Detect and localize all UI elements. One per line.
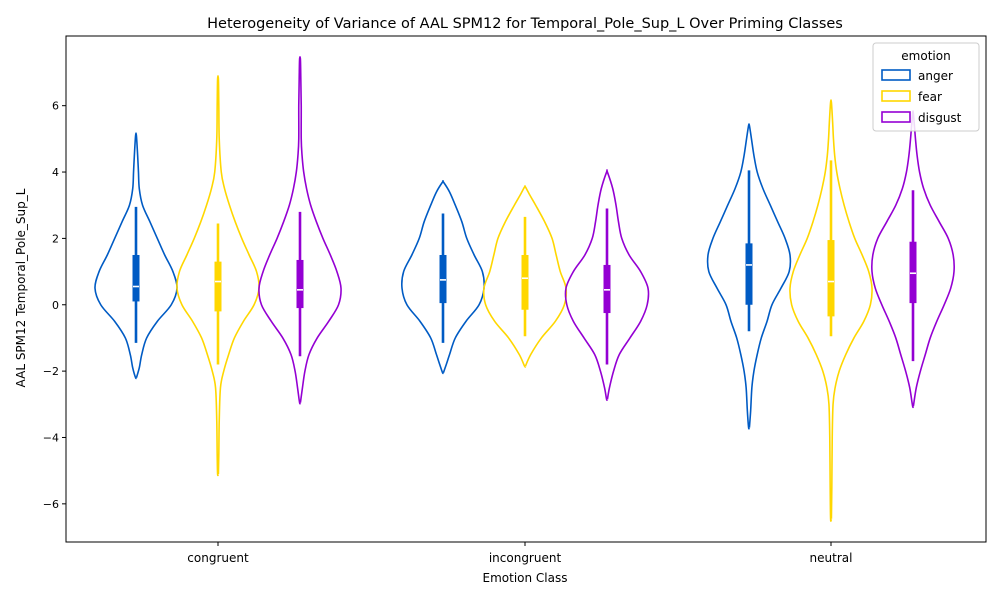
legend-box <box>872 42 980 132</box>
legend: emotion anger fear disgust <box>872 42 980 132</box>
y-tick-label: −6 <box>43 498 59 511</box>
violin-disgust-congruent <box>258 55 342 405</box>
axes-frame <box>65 35 987 543</box>
violin-anger-congruent <box>94 132 178 380</box>
legend-swatch-fear <box>881 90 911 102</box>
x-axis-label: Emotion Class <box>483 571 568 585</box>
iqr-box-disgust-incongruent <box>603 264 611 314</box>
y-axis-label: AAL SPM12 Temporal_Pole_Sup_L <box>14 188 28 387</box>
violin-anger-neutral <box>706 123 792 430</box>
y-tick-label: −2 <box>43 365 59 378</box>
violin-fear-congruent <box>176 75 260 477</box>
x-tick-label: neutral <box>810 551 853 565</box>
violin-anger-incongruent <box>400 179 486 375</box>
iqr-box-fear-neutral <box>827 240 835 317</box>
iqr-box-disgust-neutral <box>909 241 917 304</box>
legend-label-disgust: disgust <box>918 111 962 125</box>
y-tick-label: −4 <box>43 431 59 444</box>
y-tick-label: 6 <box>52 100 59 113</box>
iqr-box-anger-congruent <box>132 254 140 302</box>
iqr-box-fear-congruent <box>214 261 222 312</box>
iqr-box-anger-neutral <box>745 243 753 305</box>
legend-swatch-disgust <box>881 111 911 123</box>
violin-disgust-incongruent <box>564 169 650 401</box>
legend-label-fear: fear <box>918 90 942 104</box>
legend-label-anger: anger <box>918 69 953 83</box>
legend-swatch-anger <box>881 69 911 81</box>
violin-fear-neutral <box>789 99 873 522</box>
plot-area: −6 −4 −2 0 2 4 6 congruent incongruent neutral <box>43 55 955 565</box>
y-tick-label: 0 <box>52 299 59 312</box>
x-tick-label: incongruent <box>489 551 562 565</box>
legend-title: emotion <box>901 49 950 63</box>
chart-title: Heterogeneity of Variance of AAL SPM12 f… <box>207 16 843 32</box>
y-tick-label: 2 <box>52 232 59 245</box>
iqr-box-fear-incongruent <box>521 254 529 310</box>
x-tick-label: congruent <box>187 551 249 565</box>
y-tick-label: 4 <box>52 166 59 179</box>
iqr-box-disgust-congruent <box>296 259 304 309</box>
iqr-box-anger-incongruent <box>439 254 447 304</box>
